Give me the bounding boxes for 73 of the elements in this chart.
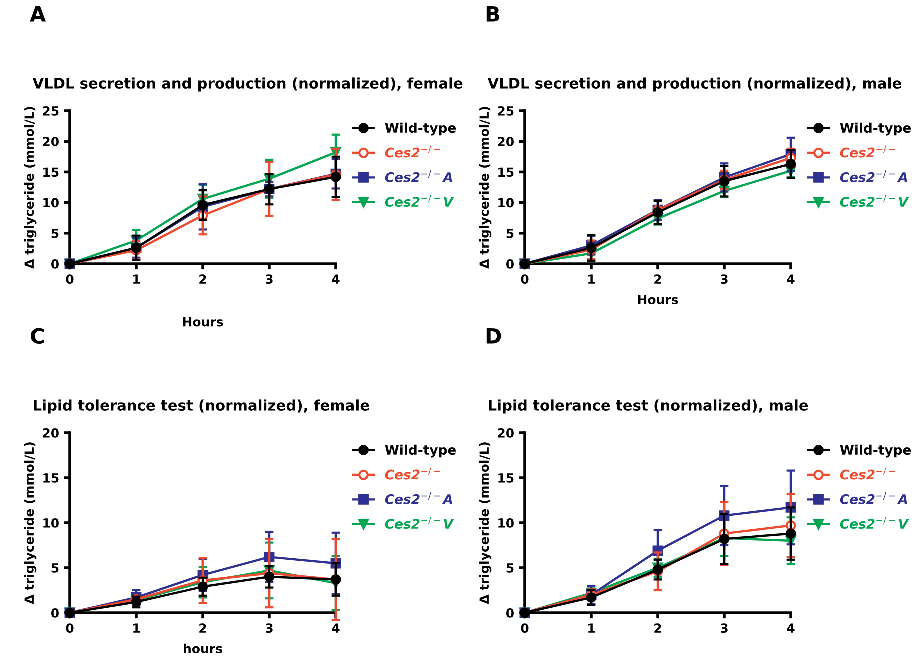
legend-label: Ces2$^{−/−}$V: [840, 195, 910, 208]
x-axis-title: hours: [184, 644, 222, 654]
y-tick-label: 25: [43, 106, 59, 116]
legend-label: Ces2$^{−/−}$A: [385, 170, 452, 182]
x-tick-label: 4: [332, 624, 340, 633]
x-tick-label: 0: [66, 624, 74, 634]
text: D: [486, 328, 502, 344]
legend-label: Wild-type: [840, 444, 912, 458]
x-tick-label: 3: [720, 274, 728, 284]
legend-label: Ces2$^{−/−}$V: [385, 517, 454, 530]
y-axis-title: Δ triglyceride (mmol/L): [479, 442, 492, 604]
legend-label: Wild-type: [840, 122, 912, 136]
x-tick-label: 0: [66, 274, 74, 284]
y-tick-label: 20: [43, 428, 59, 438]
text: C: [31, 328, 44, 344]
x-tick-label: 4: [332, 274, 340, 284]
text: B: [486, 6, 500, 22]
y-tick-label: 10: [44, 518, 59, 528]
legend-label: Ces2$^{−/−}$A: [840, 492, 908, 504]
y-tick-label: 20: [498, 137, 514, 147]
y-tick-label: 5: [506, 229, 514, 238]
y-tick-label: 20: [498, 428, 514, 438]
y-axis-title: Δ triglyceride (mmol/L): [24, 442, 37, 604]
x-tick-label: 3: [720, 624, 728, 634]
y-tick-label: 20: [43, 137, 59, 147]
y-tick-label: 25: [498, 106, 514, 116]
x-axis-title: Hours: [638, 295, 678, 305]
x-tick-label: 1: [134, 624, 140, 633]
y-tick-label: 15: [44, 168, 59, 178]
chart-title: VLDL secretion and production (normalized), male: [488, 78, 902, 92]
x-tick-label: 4: [787, 624, 795, 633]
legend-label: Ces2$^{−/−}$: [840, 146, 896, 158]
legend-label: Ces2$^{−/−}$V: [840, 517, 910, 530]
x-tick-label: 1: [588, 274, 595, 284]
x-tick-label: 2: [200, 624, 206, 633]
y-tick-label: 10: [498, 198, 514, 208]
y-axis-title: Δ triglyceride (mmol/L): [479, 107, 492, 269]
y-tick-label: 5: [52, 229, 59, 238]
chart-title: Lipid tolerance test (normalized), female: [34, 400, 370, 414]
legend-label: Wild-type: [385, 122, 456, 136]
y-tick-label: 10: [498, 518, 514, 528]
x-tick-label: 0: [521, 274, 529, 284]
x-tick-label: 2: [200, 274, 206, 284]
x-tick-label: 2: [654, 274, 662, 284]
legend-label: Wild-type: [385, 444, 456, 458]
legend-label: Ces2$^{−/−}$: [385, 146, 440, 158]
x-tick-label: 1: [588, 624, 595, 633]
y-tick-label: 0: [51, 608, 59, 618]
chart-title: Lipid tolerance test (normalized), male: [489, 400, 808, 414]
y-tick-label: 0: [51, 259, 59, 269]
x-axis-title: Hours: [183, 317, 224, 327]
x-tick-label: 3: [266, 274, 273, 284]
x-tick-label: 1: [134, 274, 140, 284]
y-tick-label: 0: [506, 259, 514, 269]
legend-label: Ces2$^{−/−}$A: [385, 492, 452, 504]
legend-label: Ces2$^{−/−}$: [385, 468, 440, 480]
y-tick-label: 0: [506, 608, 514, 618]
x-tick-label: 2: [654, 624, 662, 633]
text: A: [30, 6, 46, 22]
y-tick-label: 10: [44, 198, 59, 208]
legend-label: Ces2$^{−/−}$: [840, 468, 896, 480]
y-tick-label: 15: [498, 474, 514, 483]
chart-title: VLDL secretion and production (normalized), female: [32, 78, 463, 92]
legend-label: Ces2$^{−/−}$A: [840, 170, 908, 182]
y-tick-label: 15: [44, 474, 59, 483]
y-tick-label: 5: [52, 564, 59, 573]
x-tick-label: 3: [266, 624, 273, 634]
x-tick-label: 4: [787, 274, 795, 284]
y-tick-label: 5: [506, 564, 514, 573]
x-tick-label: 0: [521, 624, 529, 634]
legend-label: Ces2$^{−/−}$V: [385, 195, 454, 208]
y-tick-label: 15: [498, 168, 514, 178]
y-axis-title: Δ triglyceride (mmol/L): [24, 107, 37, 269]
